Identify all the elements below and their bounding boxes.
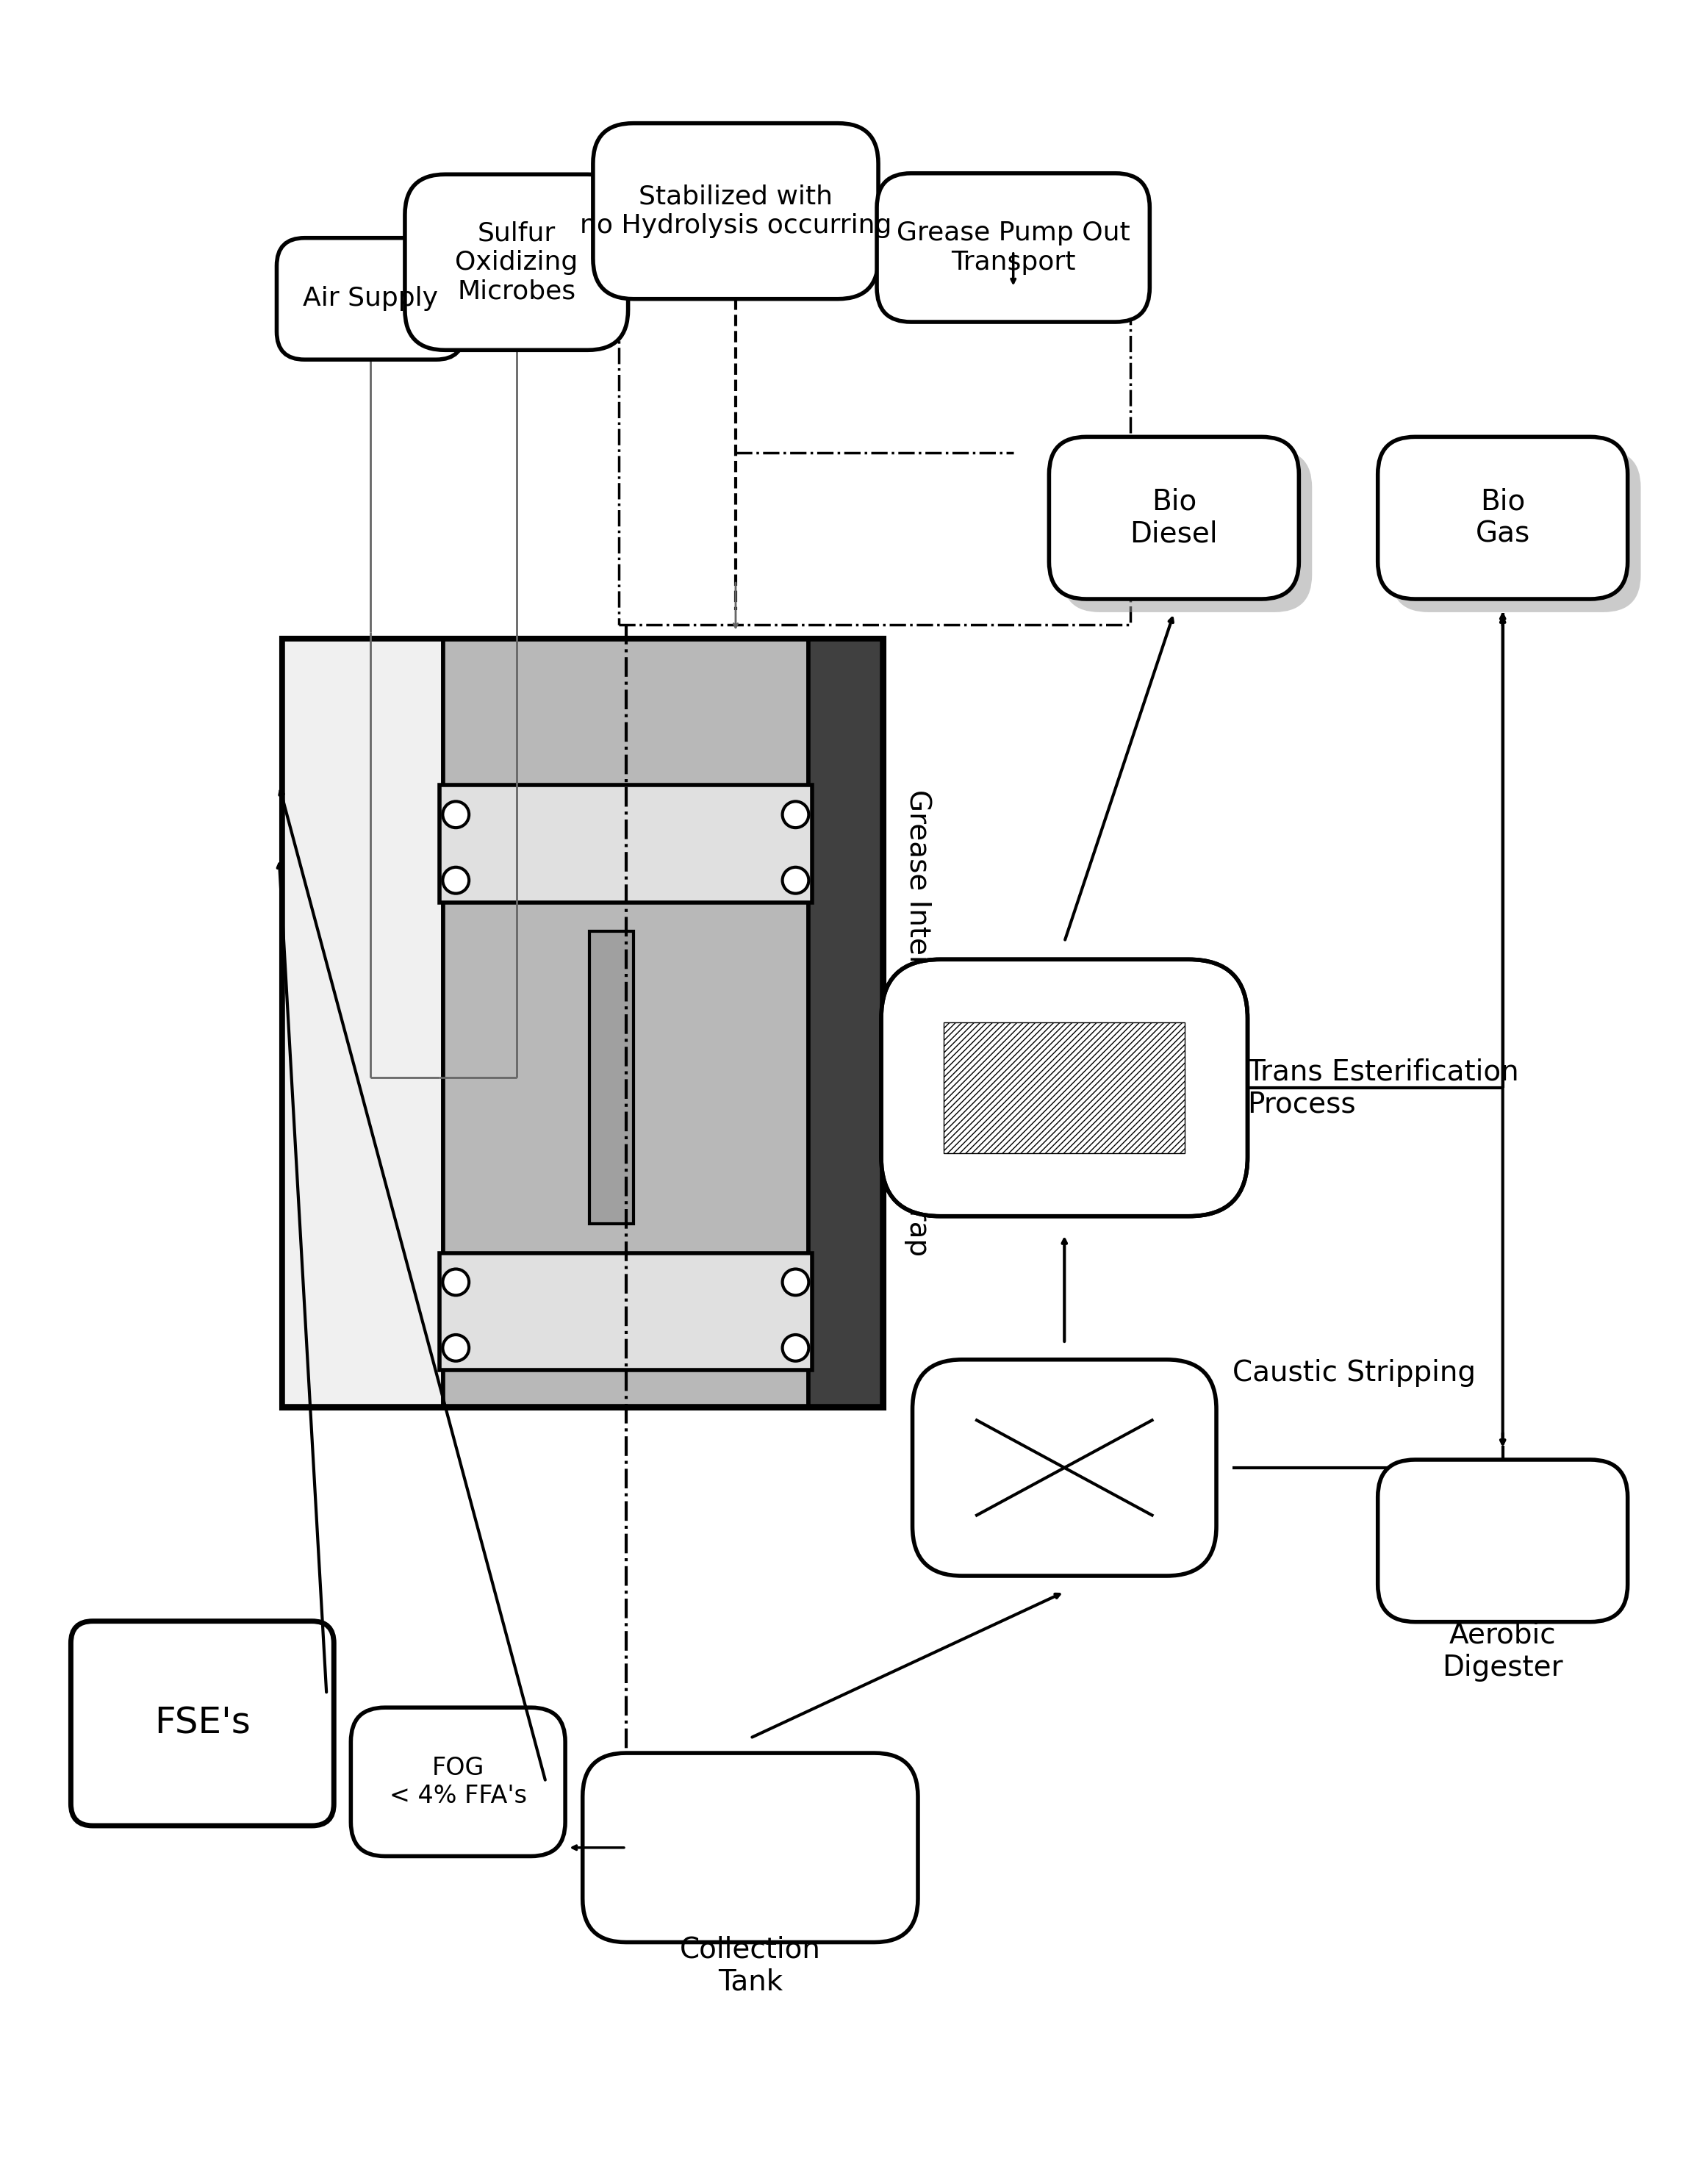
Bar — [284, 639, 444, 1406]
FancyBboxPatch shape — [1378, 436, 1628, 600]
Text: Caustic Stripping: Caustic Stripping — [1233, 1358, 1476, 1386]
Bar — [945, 1022, 1185, 1153]
Circle shape — [442, 1269, 470, 1295]
Text: Grease Interceptor / Grease Trap: Grease Interceptor / Grease Trap — [904, 789, 931, 1256]
Circle shape — [782, 868, 808, 894]
Bar — [618, 281, 1131, 626]
FancyBboxPatch shape — [881, 959, 1247, 1216]
Bar — [589, 931, 634, 1223]
Text: Bio
Diesel: Bio Diesel — [1131, 488, 1218, 547]
Circle shape — [442, 1334, 470, 1360]
FancyBboxPatch shape — [1390, 449, 1641, 613]
FancyBboxPatch shape — [350, 1707, 565, 1855]
Circle shape — [442, 802, 470, 828]
Bar — [444, 639, 808, 1406]
FancyBboxPatch shape — [912, 1360, 1216, 1576]
Text: Air Supply: Air Supply — [302, 286, 437, 312]
Circle shape — [782, 1269, 808, 1295]
FancyBboxPatch shape — [1062, 449, 1312, 613]
FancyBboxPatch shape — [1378, 1461, 1628, 1622]
Text: Trans Esterification
Process: Trans Esterification Process — [1247, 1057, 1518, 1118]
Text: Bio
Gas: Bio Gas — [1476, 488, 1530, 547]
Bar — [439, 785, 813, 903]
FancyBboxPatch shape — [593, 124, 878, 299]
FancyBboxPatch shape — [582, 1753, 917, 1942]
Circle shape — [782, 1334, 808, 1360]
Text: FSE's: FSE's — [154, 1705, 251, 1742]
Text: Aerobic
Digester: Aerobic Digester — [1442, 1622, 1563, 1681]
Text: Sulfur
Oxidizing
Microbes: Sulfur Oxidizing Microbes — [454, 220, 577, 303]
Bar — [808, 639, 881, 1406]
Text: Collection
Tank: Collection Tank — [680, 1936, 822, 1995]
Bar — [439, 1254, 813, 1369]
FancyBboxPatch shape — [876, 172, 1149, 323]
Circle shape — [442, 868, 470, 894]
FancyBboxPatch shape — [405, 174, 629, 351]
Bar — [284, 639, 881, 1406]
FancyBboxPatch shape — [277, 238, 465, 360]
Text: Stabilized with
no Hydrolysis occurring: Stabilized with no Hydrolysis occurring — [579, 183, 892, 238]
FancyBboxPatch shape — [1049, 436, 1298, 600]
Text: Grease Pump Out
Transport: Grease Pump Out Transport — [897, 220, 1131, 275]
FancyBboxPatch shape — [70, 1622, 333, 1825]
Circle shape — [782, 802, 808, 828]
Text: FOG
< 4% FFA's: FOG < 4% FFA's — [389, 1755, 526, 1807]
